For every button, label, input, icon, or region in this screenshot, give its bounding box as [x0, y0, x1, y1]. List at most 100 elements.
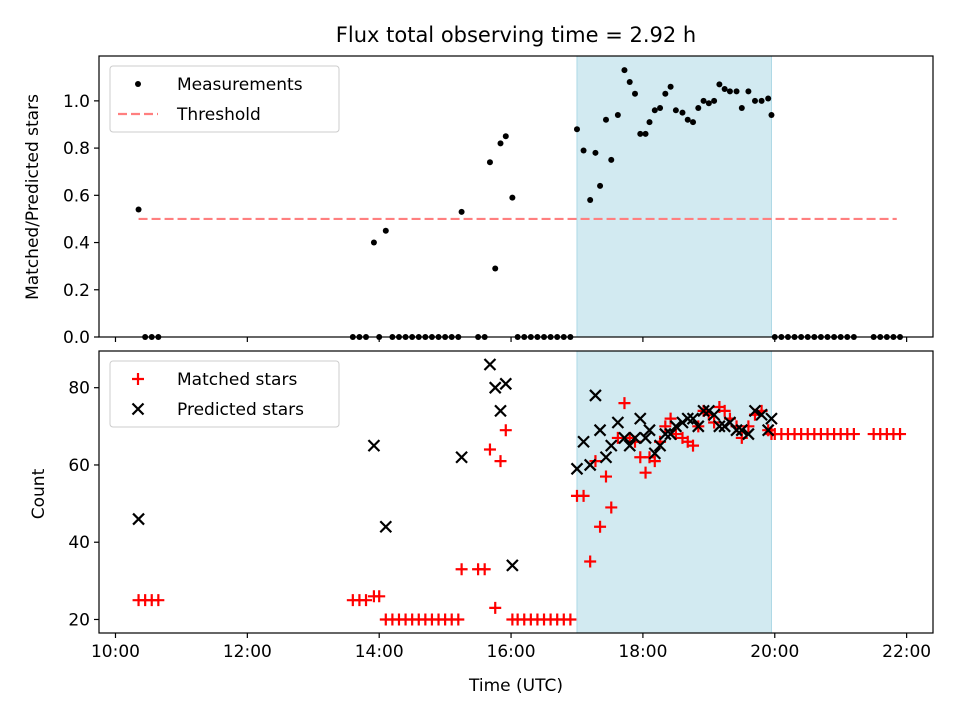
data-point [742, 427, 755, 441]
data-point [751, 97, 758, 104]
data-point [599, 450, 613, 464]
data-point [646, 119, 653, 126]
data-point [692, 420, 705, 433]
data-point [614, 112, 621, 119]
data-point [705, 100, 712, 107]
data-point [662, 90, 669, 97]
data-point [455, 450, 468, 464]
data-point [135, 206, 142, 213]
legend: Measurements Threshold [109, 65, 340, 133]
data-point [483, 443, 496, 456]
data-point [628, 431, 642, 445]
axes-frame [98, 350, 934, 634]
x-tick-label: 12:00 [223, 642, 272, 662]
data-point [499, 377, 513, 391]
data-point [765, 95, 772, 102]
data-point [755, 408, 768, 422]
data-point [577, 435, 590, 449]
data-point [626, 78, 633, 85]
data-point [679, 109, 686, 116]
data-point [733, 88, 740, 95]
chart-title: Flux total observing time = 2.92 h [336, 23, 696, 47]
data-point [657, 104, 664, 111]
legend-box [109, 65, 340, 133]
data-point [745, 88, 752, 95]
data-point [761, 423, 775, 437]
data-point [639, 466, 652, 479]
data-point [639, 431, 652, 445]
data-point [621, 67, 628, 74]
data-point [716, 81, 723, 88]
data-point [132, 512, 145, 526]
data-point [651, 107, 658, 114]
data-point [726, 88, 733, 95]
data-point [360, 594, 373, 607]
data-point [730, 423, 743, 437]
data-point [570, 462, 584, 476]
data-point [847, 428, 860, 441]
legend-label: Threshold [176, 105, 261, 125]
legend-label: Measurements [177, 75, 303, 95]
data-point [589, 389, 602, 402]
data-point [667, 83, 674, 90]
x-tick-label: 16:00 [487, 642, 536, 662]
x-tick-label: 18:00 [618, 642, 667, 662]
data-point [618, 397, 631, 410]
y-tick-label: 80 [68, 379, 90, 399]
data-point [648, 447, 662, 460]
data-point [373, 590, 386, 603]
data-point [632, 90, 639, 97]
data-point [894, 428, 907, 441]
data-point [597, 182, 604, 189]
data-point [695, 104, 702, 111]
data-point [718, 404, 731, 417]
data-point [738, 104, 745, 111]
data-point [452, 613, 465, 626]
data-point [768, 112, 775, 119]
data-point [583, 458, 597, 472]
data-point [382, 227, 389, 234]
data-point [648, 455, 661, 468]
data-point [618, 431, 631, 445]
data-point [599, 470, 612, 483]
data-point [494, 455, 507, 468]
data-point [681, 412, 695, 425]
y-tick-label: 60 [68, 456, 90, 476]
data-point [486, 159, 493, 166]
y-tick-label: 0.2 [63, 281, 90, 301]
top-y-axis-label: Matched/Predicted stars [23, 94, 43, 300]
data-point [758, 97, 765, 104]
data-point [604, 439, 618, 452]
data-point [643, 423, 656, 437]
data-point [707, 408, 721, 422]
data-point [669, 420, 683, 433]
y-tick-label: 0.8 [63, 139, 90, 159]
data-point [584, 555, 597, 568]
legend-label: Matched stars [177, 370, 297, 390]
legend: Matched stars Predicted stars [109, 360, 340, 428]
data-point [593, 423, 607, 437]
data-point [690, 119, 697, 126]
data-point [765, 412, 778, 425]
data-point [509, 194, 516, 201]
data-point [672, 107, 679, 114]
axes-frame [98, 55, 934, 338]
data-point [580, 147, 587, 154]
x-axis-label: Time (UTC) [468, 676, 563, 696]
data-point [713, 420, 726, 433]
data-point [605, 501, 618, 514]
data-point [379, 520, 393, 534]
data-point [653, 439, 667, 452]
data-point [608, 156, 615, 163]
series-1 [132, 397, 907, 626]
legend-label: Predicted stars [177, 400, 304, 420]
data-point [697, 404, 710, 418]
data-point [488, 381, 502, 394]
legend-marker [131, 402, 145, 416]
legend-box [109, 360, 340, 428]
data-point [611, 431, 624, 444]
data-point [686, 412, 700, 425]
data-point [152, 594, 165, 607]
data-point [478, 563, 491, 576]
